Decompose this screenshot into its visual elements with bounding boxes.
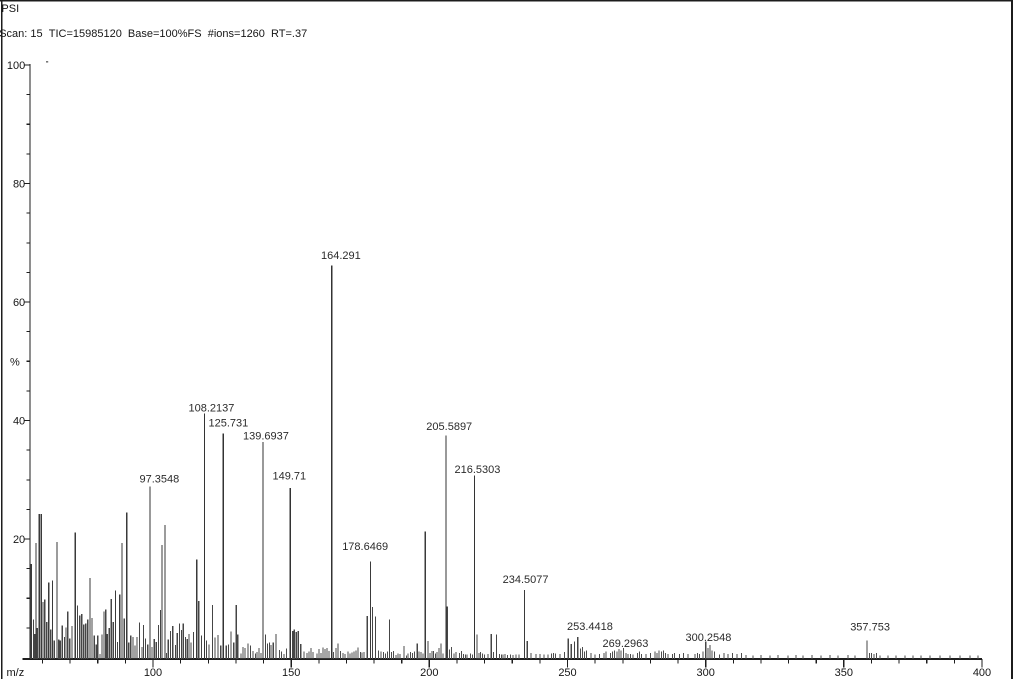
svg-text:200: 200 [420,667,438,679]
svg-text:178.6469: 178.6469 [342,541,388,553]
svg-text:Scan: 15 TIC=15985120 Base=1: Scan: 15 TIC=15985120 Base=100%FS #ions=… [0,28,307,40]
svg-text:60: 60 [13,297,25,309]
svg-text:149.71: 149.71 [273,471,307,483]
svg-text:164.291: 164.291 [321,250,361,262]
svg-text:357.753: 357.753 [850,622,890,634]
svg-text:234.5077: 234.5077 [503,574,549,586]
svg-text:108.2137: 108.2137 [189,403,235,415]
svg-text:125.731: 125.731 [209,418,249,430]
svg-text:m/z: m/z [7,667,25,679]
svg-text:250: 250 [558,667,576,679]
svg-text:100: 100 [7,60,25,72]
svg-text:350: 350 [835,667,853,679]
svg-text:97.3548: 97.3548 [140,474,180,486]
svg-text:269.2963: 269.2963 [603,638,649,650]
svg-text:40: 40 [13,416,25,428]
svg-text:150: 150 [282,667,300,679]
svg-text:20: 20 [13,534,25,546]
svg-text:100: 100 [144,667,162,679]
svg-text:300.2548: 300.2548 [686,632,732,644]
svg-text:300: 300 [697,667,715,679]
svg-text:400: 400 [973,667,991,679]
svg-text:139.6937: 139.6937 [243,430,289,442]
svg-text:PSI: PSI [1,3,19,15]
svg-text:205.5897: 205.5897 [426,421,472,433]
svg-text:80: 80 [13,179,25,191]
svg-text:216.5303: 216.5303 [455,464,501,476]
svg-text:253.4418: 253.4418 [567,621,613,633]
svg-text:%: % [10,357,20,369]
